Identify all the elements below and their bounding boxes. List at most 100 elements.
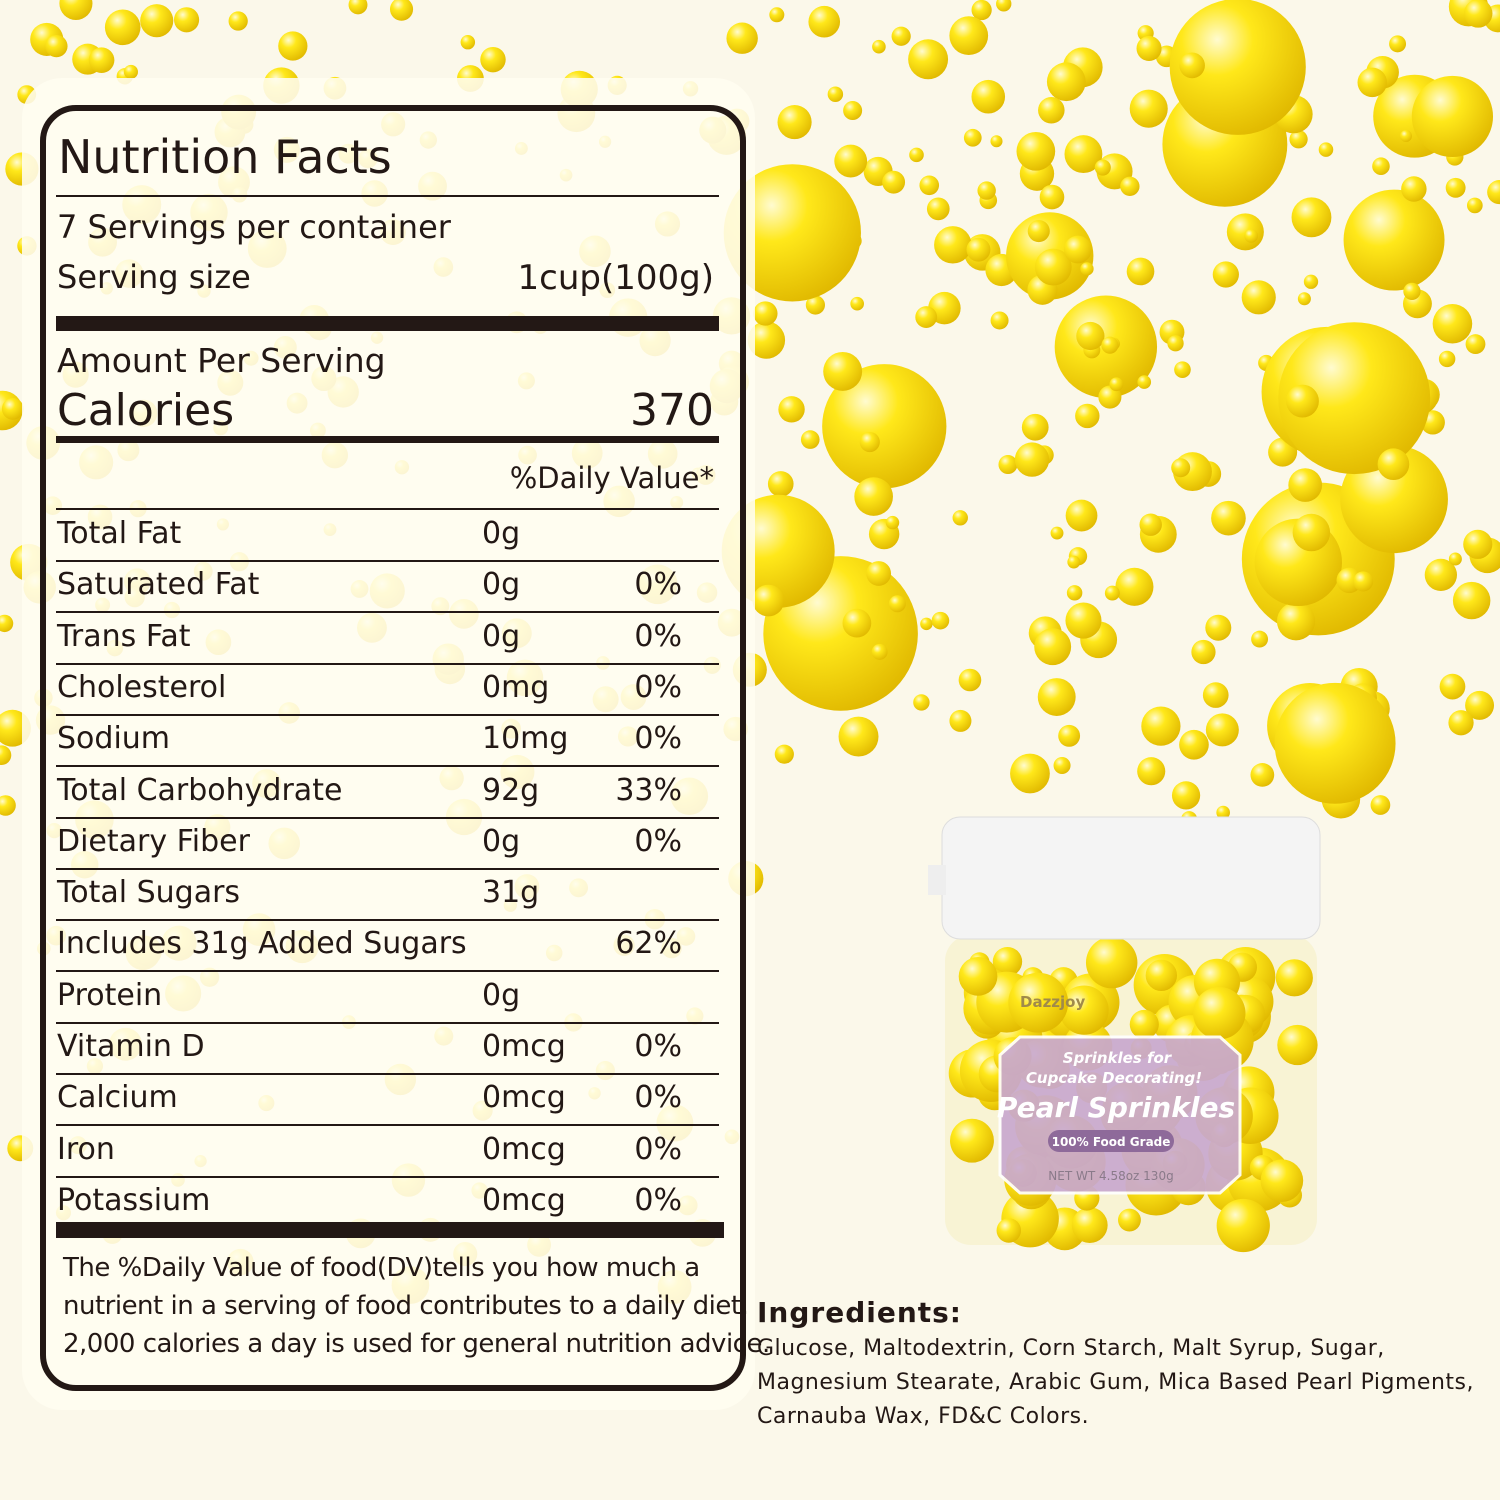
pearl [1212,261,1239,288]
pearl [827,86,844,102]
pearl [769,7,785,23]
pearl [752,584,785,617]
pearl [1370,795,1391,815]
nutrient-dv: 0% [634,1080,682,1116]
pearl [0,795,16,816]
pearl [1291,197,1332,238]
rule [56,316,719,331]
pearl [1318,142,1334,157]
label-panel [22,78,755,1410]
calories-label: Calories [57,385,235,436]
pearl [278,31,308,61]
pearl [1244,229,1259,243]
nutrient-name: Potassium [57,1182,211,1218]
pearl [1432,303,1473,344]
pearl [1286,384,1319,418]
pearl [1445,177,1466,198]
pearl [1058,724,1081,747]
pearl [173,7,200,33]
pearl [913,694,930,711]
nutrient-dv: 62% [615,926,682,962]
pearl [1115,567,1154,606]
pearl [1137,757,1166,786]
pearl [1094,159,1111,176]
nutrient-name: Total Fat [57,516,182,551]
pearl [1205,713,1239,747]
pearl [104,9,141,46]
pearl [990,135,1003,148]
pearl [1372,157,1390,175]
pearl [723,164,861,302]
pearl [843,101,863,121]
footnote-line: nutrient in a serving of food contribute… [63,1291,749,1321]
rule [56,560,719,562]
pearl [1452,581,1491,620]
pearl [1241,280,1276,315]
pearl [753,301,778,326]
pearl [1399,130,1412,143]
pearl [919,175,940,196]
pearl [1211,500,1246,536]
pearl [140,4,174,38]
pearl [1064,135,1103,174]
jar-label [998,1035,1242,1195]
net-wt: NET WT 4.58oz 130g [1048,1169,1173,1183]
pearl [1278,322,1431,475]
rule [56,1073,719,1075]
pearl [1046,62,1086,102]
pearl [1377,448,1410,481]
nutrient-dv: 0% [634,1029,682,1064]
pearl [854,477,893,516]
pearl [1067,555,1081,569]
pearl [998,455,1018,475]
serving-size: 1cup(100g) [517,258,714,298]
jar-lid [941,816,1321,940]
pearl [850,296,864,311]
pearl [1080,262,1094,276]
footnote-line: 2,000 calories a day is used for general… [63,1329,770,1359]
pearl [990,311,1009,330]
pearl [808,5,841,38]
pearl [1276,602,1316,641]
nutrient-name: Dietary Fiber [57,823,250,859]
pearl [1439,673,1466,700]
pearl [950,1118,994,1163]
pearl [1,397,24,420]
pearl [859,431,880,453]
pearl [1010,753,1050,794]
pearl [1205,614,1232,641]
pearl [971,0,992,21]
pearl [1101,336,1119,354]
pearl [920,617,933,631]
pearl [778,396,805,423]
nutrient-name: Vitamin D [57,1029,205,1064]
pearl [1403,282,1421,300]
pearl [1438,350,1456,368]
nutrient-name: Total Carbohydrate [57,772,343,808]
pearl [767,471,794,497]
pearl [1448,552,1462,566]
pearl [1066,585,1083,601]
nutrient-dv: 0% [634,669,682,705]
pearl [1104,585,1120,601]
pearl [480,46,506,73]
nutrient-name: Sodium [57,721,171,757]
rule [56,436,719,443]
pearl [1297,292,1311,306]
pearl [1063,235,1092,264]
pearl [460,34,476,50]
pearl [1137,375,1152,389]
nutrient-amount: 0g [482,567,521,603]
pearl [1167,335,1184,352]
pearl [971,79,1006,114]
nutrient-dv: 0% [634,823,682,859]
footnote-line: The %Daily Value of food(DV)tells you ho… [63,1253,700,1283]
pearl [1171,781,1201,810]
nutrient-amount: 0g [482,618,521,654]
pearl [1136,35,1162,61]
pearl [1465,690,1495,720]
rule [56,1021,719,1024]
pearl [1120,176,1140,196]
pearl [1126,257,1155,286]
brand: Dazzjoy [1020,993,1085,1011]
